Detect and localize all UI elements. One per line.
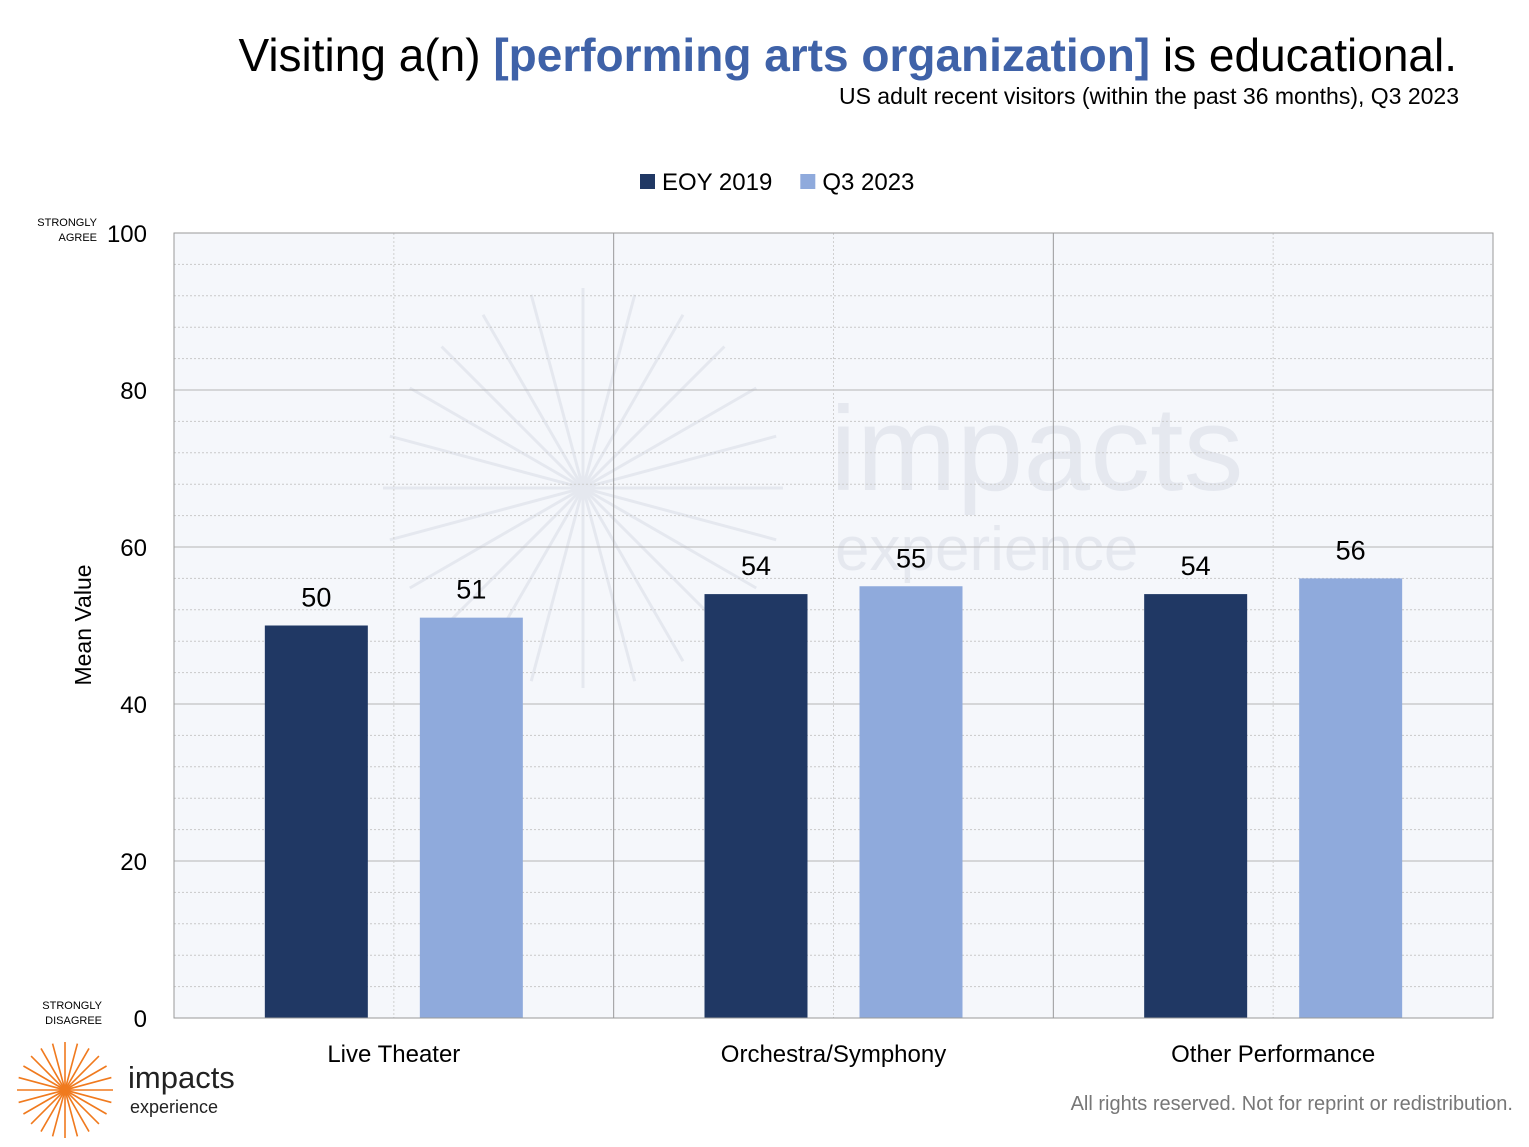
y-tick-label: 80	[120, 378, 147, 405]
y-bottom-note-line2: DISAGREE	[45, 1015, 102, 1027]
y-tick-label: 40	[120, 692, 147, 719]
chart-subtitle: US adult recent visitors (within the pas…	[838, 83, 1459, 109]
bar	[1144, 594, 1248, 1018]
watermark-ray	[529, 294, 637, 682]
bar	[1299, 578, 1403, 1018]
chart-title: Visiting a(n) [performing arts organizat…	[238, 28, 1457, 82]
data-label: 56	[1336, 535, 1366, 565]
y-tick-label: 60	[120, 535, 147, 562]
x-tick-label: Live Theater	[327, 1041, 460, 1068]
legend-label: Q3 2023	[822, 169, 914, 196]
watermark-word: impacts	[830, 382, 1243, 516]
data-label: 54	[741, 551, 771, 581]
title-suffix: is educational.	[1150, 29, 1457, 81]
bar	[704, 594, 808, 1018]
y-tick-label: 0	[134, 1006, 147, 1033]
legend-swatch	[640, 174, 655, 189]
y-axis-label: Mean Value	[70, 564, 96, 685]
data-label: 50	[301, 583, 331, 613]
bar	[264, 625, 368, 1018]
legend-swatch	[800, 174, 816, 189]
y-tick-label: 100	[107, 221, 147, 248]
bar	[859, 586, 963, 1018]
y-bottom-note-line1: STRONGLY	[42, 1000, 102, 1012]
watermark-ray	[440, 345, 726, 631]
title-prefix: Visiting a(n)	[238, 29, 494, 81]
watermark-ray	[481, 314, 685, 662]
watermark-ray	[529, 294, 637, 682]
y-tick-label: 20	[120, 849, 147, 876]
data-label: 54	[1181, 551, 1211, 581]
rights-notice: All rights reserved. Not for reprint or …	[1070, 1093, 1513, 1115]
x-tick-label: Orchestra/Symphony	[721, 1041, 946, 1068]
logo-wordmark: impacts	[128, 1060, 235, 1095]
title-highlight: [performing arts organization]	[493, 29, 1151, 81]
data-label: 51	[456, 575, 486, 605]
legend-label: EOY 2019	[662, 169, 772, 196]
impacts-logo-icon	[17, 1042, 113, 1138]
y-top-note-line2: AGREE	[58, 232, 97, 244]
data-label: 55	[896, 543, 926, 573]
plot-border	[173, 232, 1494, 1019]
watermark-ray	[440, 345, 726, 631]
logo-ray	[18, 1076, 112, 1104]
watermark-sub: experience	[835, 515, 1138, 584]
y-top-note-line1: STRONGLY	[37, 217, 97, 229]
x-tick-label: Other Performance	[1171, 1041, 1375, 1068]
bar	[419, 617, 523, 1018]
logo-subtext: experience	[130, 1097, 219, 1117]
watermark-ray	[389, 434, 777, 542]
watermark-ray	[389, 434, 777, 542]
watermark-ray	[481, 314, 685, 662]
